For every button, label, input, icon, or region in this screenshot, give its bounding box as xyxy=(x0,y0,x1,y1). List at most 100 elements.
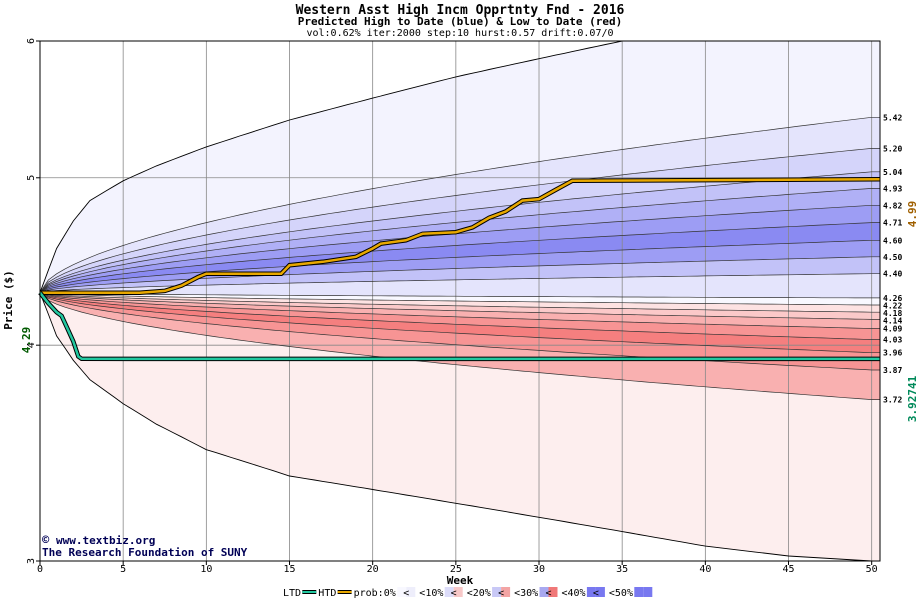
credit-block: © www.textbiz.org The Research Foundatio… xyxy=(42,533,248,559)
credit-url[interactable]: www.textbiz.org xyxy=(56,534,155,547)
low-band xyxy=(40,292,880,329)
x-tick-label: 15 xyxy=(283,564,295,575)
x-tick-label: 0 xyxy=(37,564,43,575)
percentile-contour xyxy=(40,292,880,400)
percentile-contours xyxy=(40,41,880,561)
percentile-level-label: 4.22 xyxy=(883,301,902,310)
credit-org: The Research Foundation of SUNY xyxy=(42,546,248,559)
legend-label: <10% xyxy=(419,588,443,599)
legend-swatch xyxy=(453,587,463,597)
series-line-ltd xyxy=(39,291,880,361)
low-band xyxy=(40,292,880,353)
high-band xyxy=(40,188,880,293)
legend-label: <20% xyxy=(467,588,491,599)
percentile-contour xyxy=(40,292,880,313)
x-tick-label: 5 xyxy=(120,564,126,575)
copyright-icon: © xyxy=(42,533,50,547)
y-tick-label: 4 xyxy=(26,342,37,348)
legend-label: <30% xyxy=(514,588,538,599)
legend-swatch xyxy=(643,587,653,597)
high-band xyxy=(40,148,880,293)
legend-label: <40% xyxy=(562,588,586,599)
percentile-contour xyxy=(40,292,880,371)
percentile-level-label: 3.72 xyxy=(883,396,902,405)
low-band xyxy=(40,292,880,400)
percentile-level-label: 5.04 xyxy=(883,168,902,177)
y-axis-label: Price ($) xyxy=(2,270,15,330)
high-band xyxy=(40,171,880,293)
legend-swatch xyxy=(586,587,596,597)
x-tick-label: 45 xyxy=(782,564,794,575)
high-band xyxy=(40,41,880,293)
percentile-level-label: 3.96 xyxy=(883,349,902,358)
percentile-contour xyxy=(40,256,880,294)
percentile-level-label: 4.26 xyxy=(883,294,902,303)
percentile-level-label: 5.42 xyxy=(883,113,902,122)
x-tick-label: 35 xyxy=(616,564,628,575)
x-tick-label: 40 xyxy=(699,564,711,575)
high-band xyxy=(40,240,880,293)
legend-swatch xyxy=(539,587,549,597)
legend-label: <50% xyxy=(609,588,633,599)
legend-swatch xyxy=(501,587,511,597)
percentile-contour xyxy=(40,239,880,294)
percentile-contour xyxy=(40,292,880,329)
upper-envelope xyxy=(40,41,880,293)
percentile-contour xyxy=(40,292,880,320)
legend-label: prob:0% xyxy=(354,588,396,599)
percentile-contour xyxy=(40,204,880,293)
legend-label: < xyxy=(498,588,504,599)
y-tick-label: 6 xyxy=(26,38,37,44)
percentile-level-label: 4.93 xyxy=(883,184,902,193)
percentile-level-label: 4.40 xyxy=(883,270,902,279)
percentile-level-label: 3.87 xyxy=(883,366,902,375)
center-band xyxy=(40,292,880,305)
low-band xyxy=(40,292,880,313)
high-band xyxy=(40,222,880,293)
percentile-level-label: 4.18 xyxy=(883,309,902,318)
legend-swatch xyxy=(444,587,454,597)
percentile-contour xyxy=(40,116,880,293)
percentile-contour xyxy=(40,222,880,293)
x-axis-label: Week xyxy=(447,574,474,587)
legend-label: < xyxy=(593,588,599,599)
percentile-level-label: 4.14 xyxy=(883,316,902,325)
final-high-label: 4.99 xyxy=(906,201,919,228)
percentile-level-label: 4.71 xyxy=(883,219,902,228)
percentile-level-label: 4.50 xyxy=(883,253,902,262)
percentile-contour xyxy=(40,292,880,340)
legend-label: < xyxy=(451,588,457,599)
percentile-contour xyxy=(40,292,880,354)
low-band xyxy=(40,292,880,370)
percentile-level-label: 4.03 xyxy=(883,336,902,345)
high-band xyxy=(40,205,880,293)
percentile-contour xyxy=(40,171,880,293)
chart-title: Western Asst High Incm Opprtnty Fnd - 20… xyxy=(296,3,625,18)
percentile-contour xyxy=(40,292,880,306)
probability-bands xyxy=(40,41,880,561)
low-band xyxy=(40,292,880,340)
percentile-level-label: 4.09 xyxy=(883,324,902,333)
percentile-level-label: 5.20 xyxy=(883,144,902,153)
legend-label: HTD xyxy=(318,588,336,599)
percentile-contour xyxy=(40,148,880,293)
legend-swatch xyxy=(406,587,416,597)
high-band xyxy=(40,273,880,298)
high-band xyxy=(40,117,880,293)
legend-swatch xyxy=(397,587,407,597)
start-price-label: 4.29 xyxy=(20,327,33,354)
percentile-contour xyxy=(40,292,880,299)
x-tick-label: 20 xyxy=(367,564,379,575)
plot-frame xyxy=(39,40,881,562)
legend-label: LTD xyxy=(283,588,301,599)
series-lines xyxy=(38,177,881,362)
legend-label: < xyxy=(545,588,551,599)
x-tick-label: 25 xyxy=(450,564,462,575)
legend-swatch xyxy=(595,587,605,597)
legend: LTD HTD prob:0% < <10% < <20% < <30% < <40% < <50% xyxy=(283,587,653,599)
chart-params: vol:0.62% iter:2000 step:10 hurst:0.57 d… xyxy=(306,28,613,39)
lower-envelope xyxy=(40,292,880,561)
percentile-contour xyxy=(40,188,880,293)
